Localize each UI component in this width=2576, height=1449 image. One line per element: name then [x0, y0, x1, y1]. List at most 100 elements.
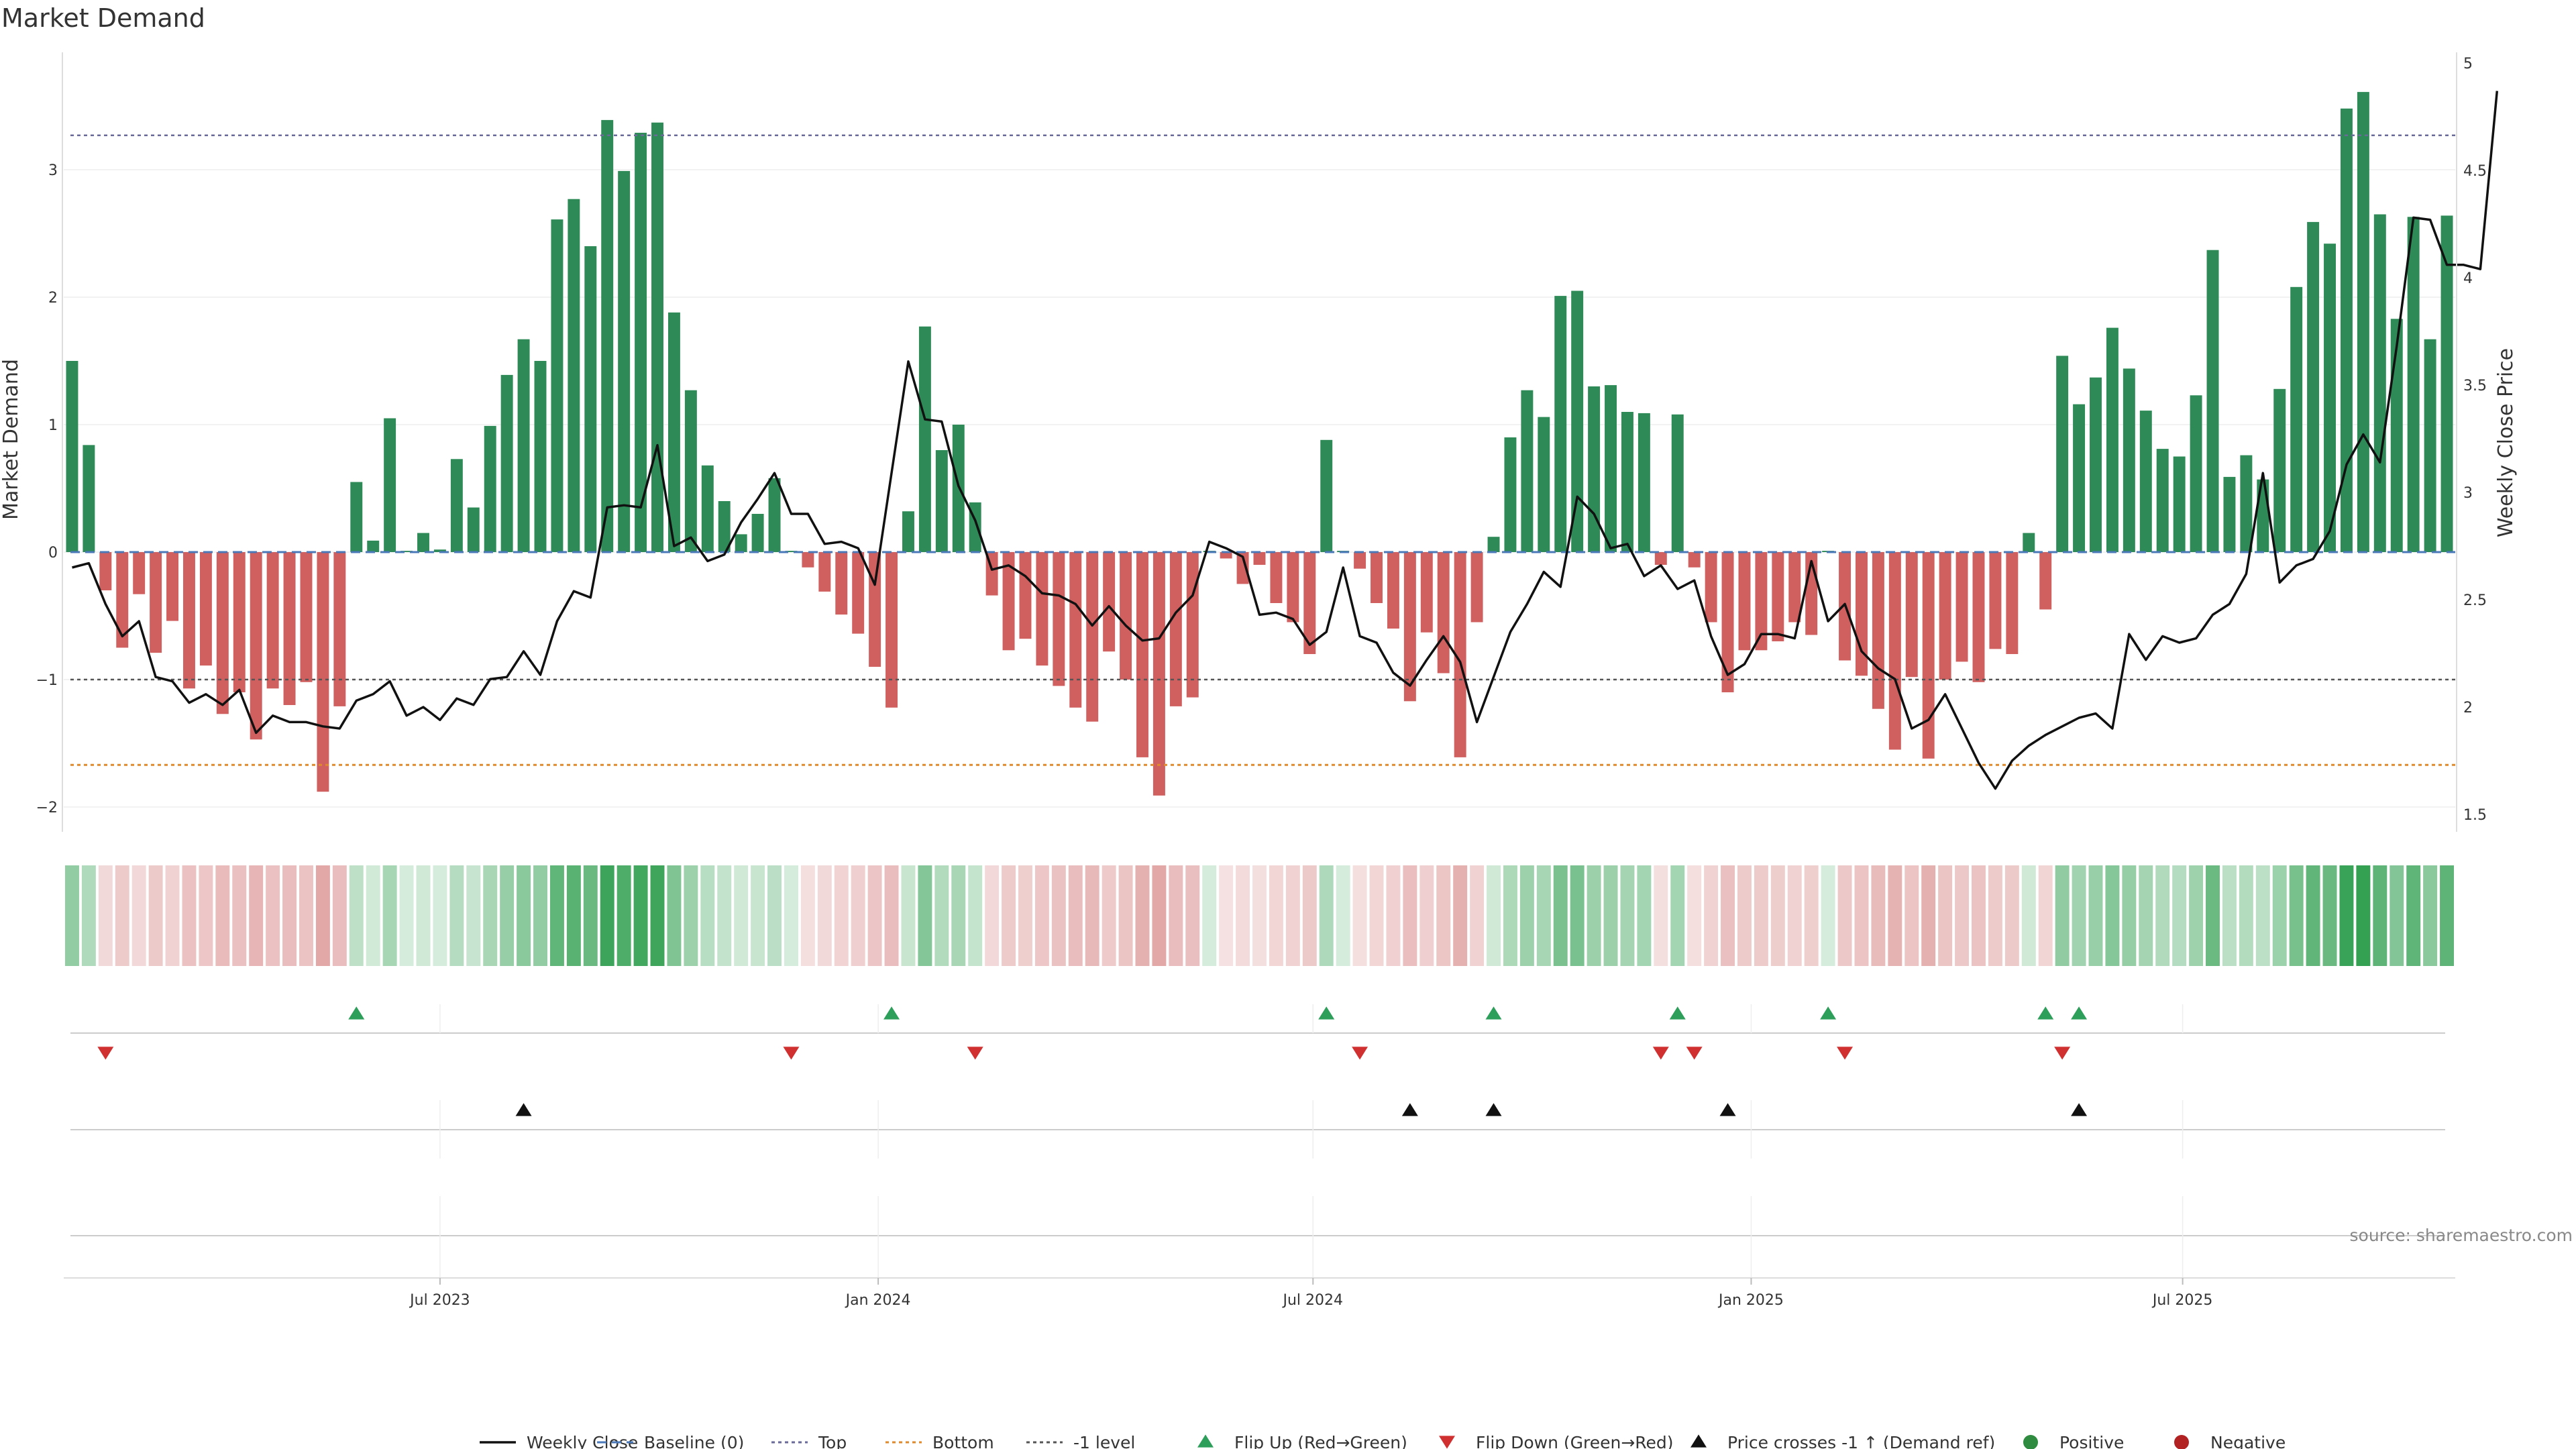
heat-cell	[1068, 865, 1083, 966]
demand-bar	[1504, 437, 1517, 552]
demand-bar	[2257, 479, 2269, 552]
heat-cell	[834, 865, 849, 966]
demand-bar	[1989, 552, 2002, 649]
demand-bar	[551, 219, 564, 552]
legend-swatch	[1690, 1434, 1707, 1448]
heat-cell	[633, 865, 648, 966]
demand-bar	[484, 425, 496, 552]
heat-cell	[1804, 865, 1819, 966]
heat-cell	[2306, 865, 2320, 966]
right-tick-label: 1.5	[2463, 807, 2487, 824]
flip-down-marker	[97, 1046, 114, 1060]
left-axis: −2 −1 0 1 2 3	[36, 52, 63, 832]
demand-bar	[1939, 552, 1951, 680]
demand-bar	[1136, 552, 1148, 757]
demand-bar	[1354, 552, 1366, 569]
heat-cell	[867, 865, 882, 966]
heat-cell	[1921, 865, 1936, 966]
heat-cell	[1603, 865, 1618, 966]
legend-item: Flip Up (Red→Green)	[1197, 1433, 1407, 1449]
demand-heat-strip	[64, 865, 2455, 966]
demand-bar	[1955, 552, 1968, 662]
heat-cell	[1202, 865, 1217, 966]
legend-label: Price crosses -1 ↑ (Demand ref)	[1727, 1433, 1995, 1449]
demand-bar	[2090, 377, 2102, 552]
heat-cell	[767, 865, 782, 966]
heat-cell	[968, 865, 983, 966]
heat-cell	[1787, 865, 1802, 966]
heat-cell	[549, 865, 564, 966]
demand-bar	[651, 122, 663, 552]
heat-cell	[901, 865, 916, 966]
demand-bar	[1152, 552, 1165, 796]
legend-swatch	[1197, 1434, 1214, 1448]
demand-bar	[818, 552, 831, 592]
heat-cell	[1352, 865, 1367, 966]
demand-bar	[1019, 552, 1032, 639]
heat-cell	[1102, 865, 1116, 966]
heat-cell	[2255, 865, 2270, 966]
heat-cell	[2122, 865, 2137, 966]
demand-bar	[635, 132, 647, 552]
heat-cell	[199, 865, 213, 966]
reference-lines	[70, 134, 2455, 766]
demand-bar	[1036, 552, 1049, 666]
demand-bar	[2290, 286, 2303, 552]
demand-bar	[1169, 552, 1182, 706]
legend-label: Bottom	[932, 1433, 994, 1449]
demand-bar	[852, 552, 865, 634]
demand-bar	[2173, 456, 2186, 552]
heat-cell	[1687, 865, 1702, 966]
heat-cell	[884, 865, 899, 966]
heat-cell	[2390, 865, 2404, 966]
right-tick-label: 4.5	[2463, 163, 2487, 180]
heat-cell	[349, 865, 364, 966]
heat-cell	[332, 865, 347, 966]
legend-item: Bottom	[885, 1433, 994, 1449]
heat-cell	[851, 865, 865, 966]
heat-cell	[1185, 865, 1200, 966]
demand-bar	[517, 339, 530, 552]
heat-cell	[1302, 865, 1317, 966]
demand-bar	[1621, 412, 1633, 552]
demand-bar	[1103, 552, 1116, 652]
signal-panels	[70, 1004, 2445, 1278]
demand-bar	[1922, 552, 1935, 759]
heat-cell	[1152, 865, 1167, 966]
demand-bar	[1872, 552, 1884, 709]
demand-bar	[283, 552, 296, 705]
heat-cell	[700, 865, 715, 966]
heat-cell	[2222, 865, 2237, 966]
demand-bar	[1671, 414, 1684, 552]
demand-bar	[2273, 388, 2286, 552]
heat-cell	[784, 865, 798, 966]
demand-bar	[367, 540, 380, 552]
heat-cell	[64, 865, 79, 966]
heat-cell	[148, 865, 163, 966]
heat-cell	[266, 865, 280, 966]
demand-bar	[1521, 390, 1534, 552]
heat-cell	[1319, 865, 1334, 966]
demand-bar	[601, 119, 614, 552]
heat-cell	[1419, 865, 1434, 966]
heat-cell	[433, 865, 447, 966]
left-tick-label: 0	[48, 545, 58, 561]
heat-cell	[1670, 865, 1685, 966]
heat-cell	[1854, 865, 1869, 966]
price-cross-marker	[515, 1103, 532, 1116]
demand-bar	[133, 552, 146, 594]
demand-bar	[1788, 552, 1801, 623]
heat-cell	[583, 865, 598, 966]
legend-swatch	[1439, 1436, 1455, 1449]
heat-cell	[1587, 865, 1601, 966]
flip-down-marker	[1652, 1046, 1669, 1060]
demand-bar	[718, 501, 731, 552]
heat-cell	[817, 865, 832, 966]
demand-bar	[1454, 552, 1466, 757]
heat-cell	[2021, 865, 2036, 966]
heat-cell	[734, 865, 749, 966]
demand-bar	[317, 552, 329, 792]
demand-bar	[2190, 395, 2202, 552]
demand-bar	[584, 246, 597, 552]
heat-cell	[1553, 865, 1568, 966]
